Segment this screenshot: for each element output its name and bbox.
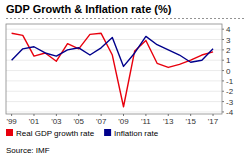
grid-line [6,29,222,30]
x-tick [11,114,12,116]
grid-line [6,70,222,71]
y-tick-label: -1 [226,77,234,86]
x-tick-label: '05 [74,117,85,126]
plot-area [6,24,222,114]
x-tick [101,114,102,116]
legend: Real GDP growth rate Inflation rate [6,129,159,138]
chart: GDP Growth & Inflation rate (%) 4 321 0-1-2… [0,0,250,166]
series-group [12,33,213,106]
grid-line [6,91,222,92]
x-tick [213,114,214,116]
x-tick [145,114,146,116]
legend-label: Inflation rate [114,129,159,138]
grid-line [6,80,222,81]
x-tick-label: '01 [29,117,40,126]
x-tick-label: '15 [185,117,196,126]
series-line [12,33,213,106]
x-tick [123,114,124,116]
x-tick-label: '99 [6,117,17,126]
title-separator [6,18,246,19]
x-tick [190,114,191,116]
y-tick-label: 3 [226,36,231,45]
x-tick-label: '17 [208,117,219,126]
x-tick-label: '03 [51,117,62,126]
y-tick-label: -2 [226,87,234,96]
x-tick [168,114,169,116]
series-line [12,36,213,66]
legend-swatch [6,129,13,136]
x-tick [78,114,79,116]
legend-label: Real GDP growth rate [16,129,95,138]
grid-line [6,101,222,102]
plot-frame [6,24,222,114]
y-tick-label: -4 [226,108,234,117]
x-tick-label: '11 [141,117,151,126]
x-tick-label: '13 [163,117,174,126]
x-tick [56,114,57,116]
y-tick-label: 4 [226,25,231,34]
legend-swatch [104,129,111,136]
grid-line [6,111,222,112]
y-tick-label: -3 [226,98,234,107]
source: Source: IMF [6,146,50,155]
y-tick-label: 2 [226,46,231,55]
x-tick [33,114,34,116]
x-tick-label: '09 [118,117,129,126]
x-tick-label: '07 [96,117,107,126]
y-tick-label: 1 [226,56,231,65]
y-tick-label: 0 [226,67,231,76]
title: GDP Growth & Inflation rate (%) [6,3,172,15]
